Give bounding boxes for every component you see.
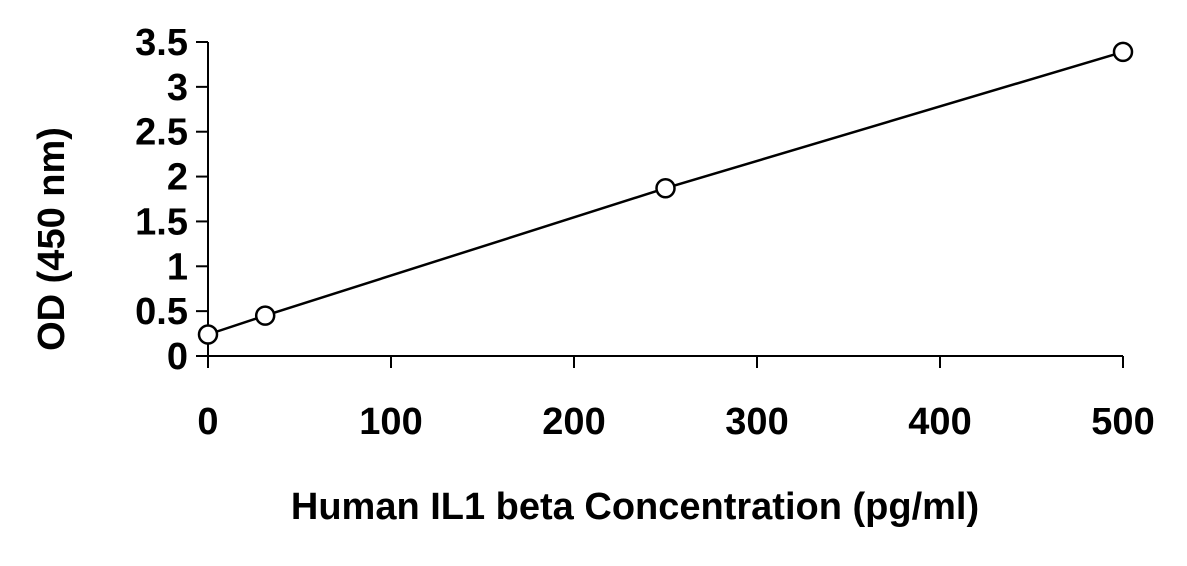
y-tick-label: 1.5 (135, 201, 188, 243)
x-tick-label: 300 (725, 401, 788, 443)
y-axis-title: OD (450 nm) (31, 127, 73, 351)
x-axis-title: Human IL1 beta Concentration (pg/ml) (291, 486, 979, 528)
x-axis: 0 100 200 300 400 500 (197, 355, 1155, 443)
y-tick-label: 1 (167, 246, 188, 288)
y-axis: 00.511.522.533.5 (135, 22, 209, 378)
y-tick-label: 0 (167, 336, 188, 378)
y-tick-label: 0.5 (135, 291, 188, 333)
data-point (197, 324, 219, 345)
x-tick-label: 100 (359, 401, 422, 443)
data-point (1112, 41, 1134, 63)
y-tick-label: 2.5 (135, 112, 188, 154)
x-tick-label: 0 (197, 401, 218, 443)
x-tick-label: 200 (542, 401, 605, 443)
data-point (254, 305, 276, 326)
x-tick-label: 500 (1091, 401, 1154, 443)
y-tick-label: 3.5 (135, 22, 188, 64)
series-line (207, 50, 1124, 336)
y-tick-label: 3 (167, 67, 188, 109)
data-point (655, 177, 676, 199)
y-tick-label: 2 (167, 157, 188, 199)
x-tick-label: 400 (908, 401, 971, 443)
series-group (197, 41, 1134, 345)
